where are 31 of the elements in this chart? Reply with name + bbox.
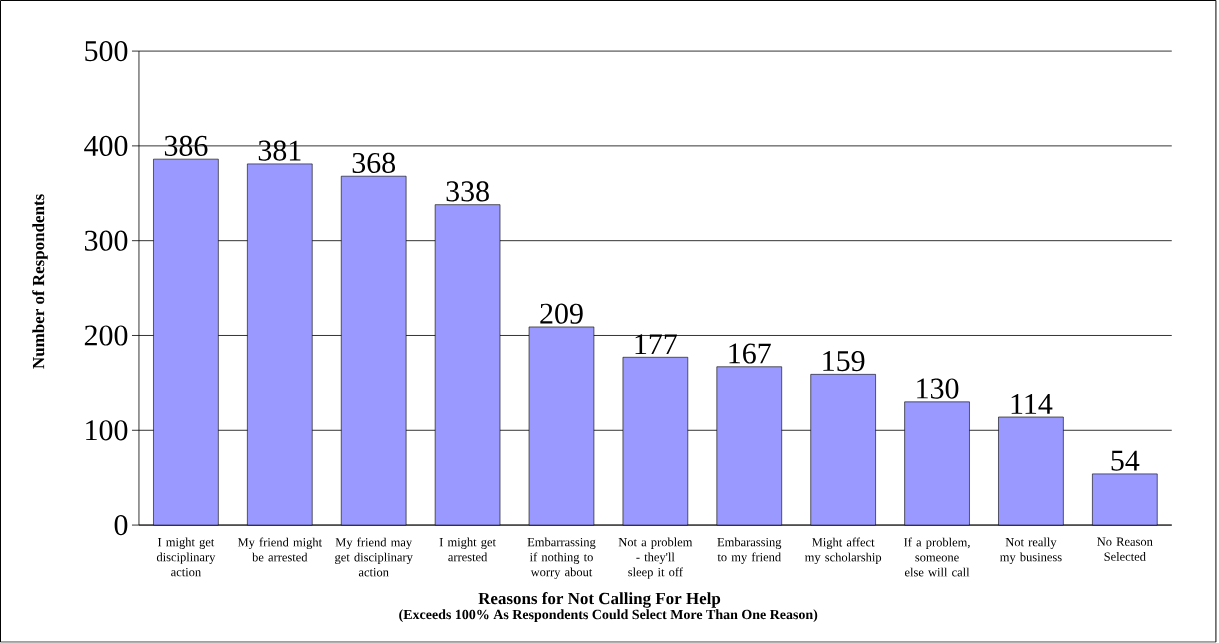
y-tick-label: 500 xyxy=(85,41,128,62)
data-label: 368 xyxy=(352,153,396,174)
data-label: 54 xyxy=(1111,450,1140,471)
y-tick-label: 100 xyxy=(86,420,128,441)
x-tick-label: My friend may get disciplinary action xyxy=(335,537,413,577)
data-label: 167 xyxy=(729,343,771,364)
y-tick-label: 0 xyxy=(114,515,128,536)
x-tick-label: I might get arrested xyxy=(439,537,496,562)
x-tick-label: Might affect my scholarship xyxy=(804,537,882,565)
y-tick-label: 300 xyxy=(84,230,128,251)
x-tick-label: I might get disciplinary action xyxy=(156,537,216,577)
x-tick-label: If a problem, someone else will call xyxy=(904,537,970,577)
data-label: 386 xyxy=(164,135,208,157)
data-label: 209 xyxy=(540,303,583,324)
x-tick-label: Not really my business xyxy=(1000,537,1062,565)
y-tick-label: 400 xyxy=(84,135,128,157)
x-axis-title: Reasons for Not Calling For Help xyxy=(478,592,721,608)
data-label: 177 xyxy=(635,334,677,355)
data-label: 159 xyxy=(823,351,865,372)
text: (Exceeds 100% As Respondents Could Select More Than One Reason) xyxy=(399,609,818,623)
data-label: 114 xyxy=(1011,394,1053,414)
x-tick-label: Not a problem - they'll sleep it off xyxy=(618,537,693,580)
y-tick-label: 200 xyxy=(84,325,128,346)
x-tick-label: Embarassing to my friend xyxy=(717,537,782,565)
data-label: 338 xyxy=(446,181,489,202)
data-label: 130 xyxy=(917,378,959,399)
data-label: 381 xyxy=(258,140,301,161)
x-tick-label: My friend might be arrested xyxy=(237,537,322,562)
x-tick-label: No Reason Selected xyxy=(1097,537,1153,562)
x-tick-label: Embarrassing if nothing to worry about xyxy=(527,537,596,580)
y-axis-title: Number of Respondents xyxy=(32,194,48,369)
